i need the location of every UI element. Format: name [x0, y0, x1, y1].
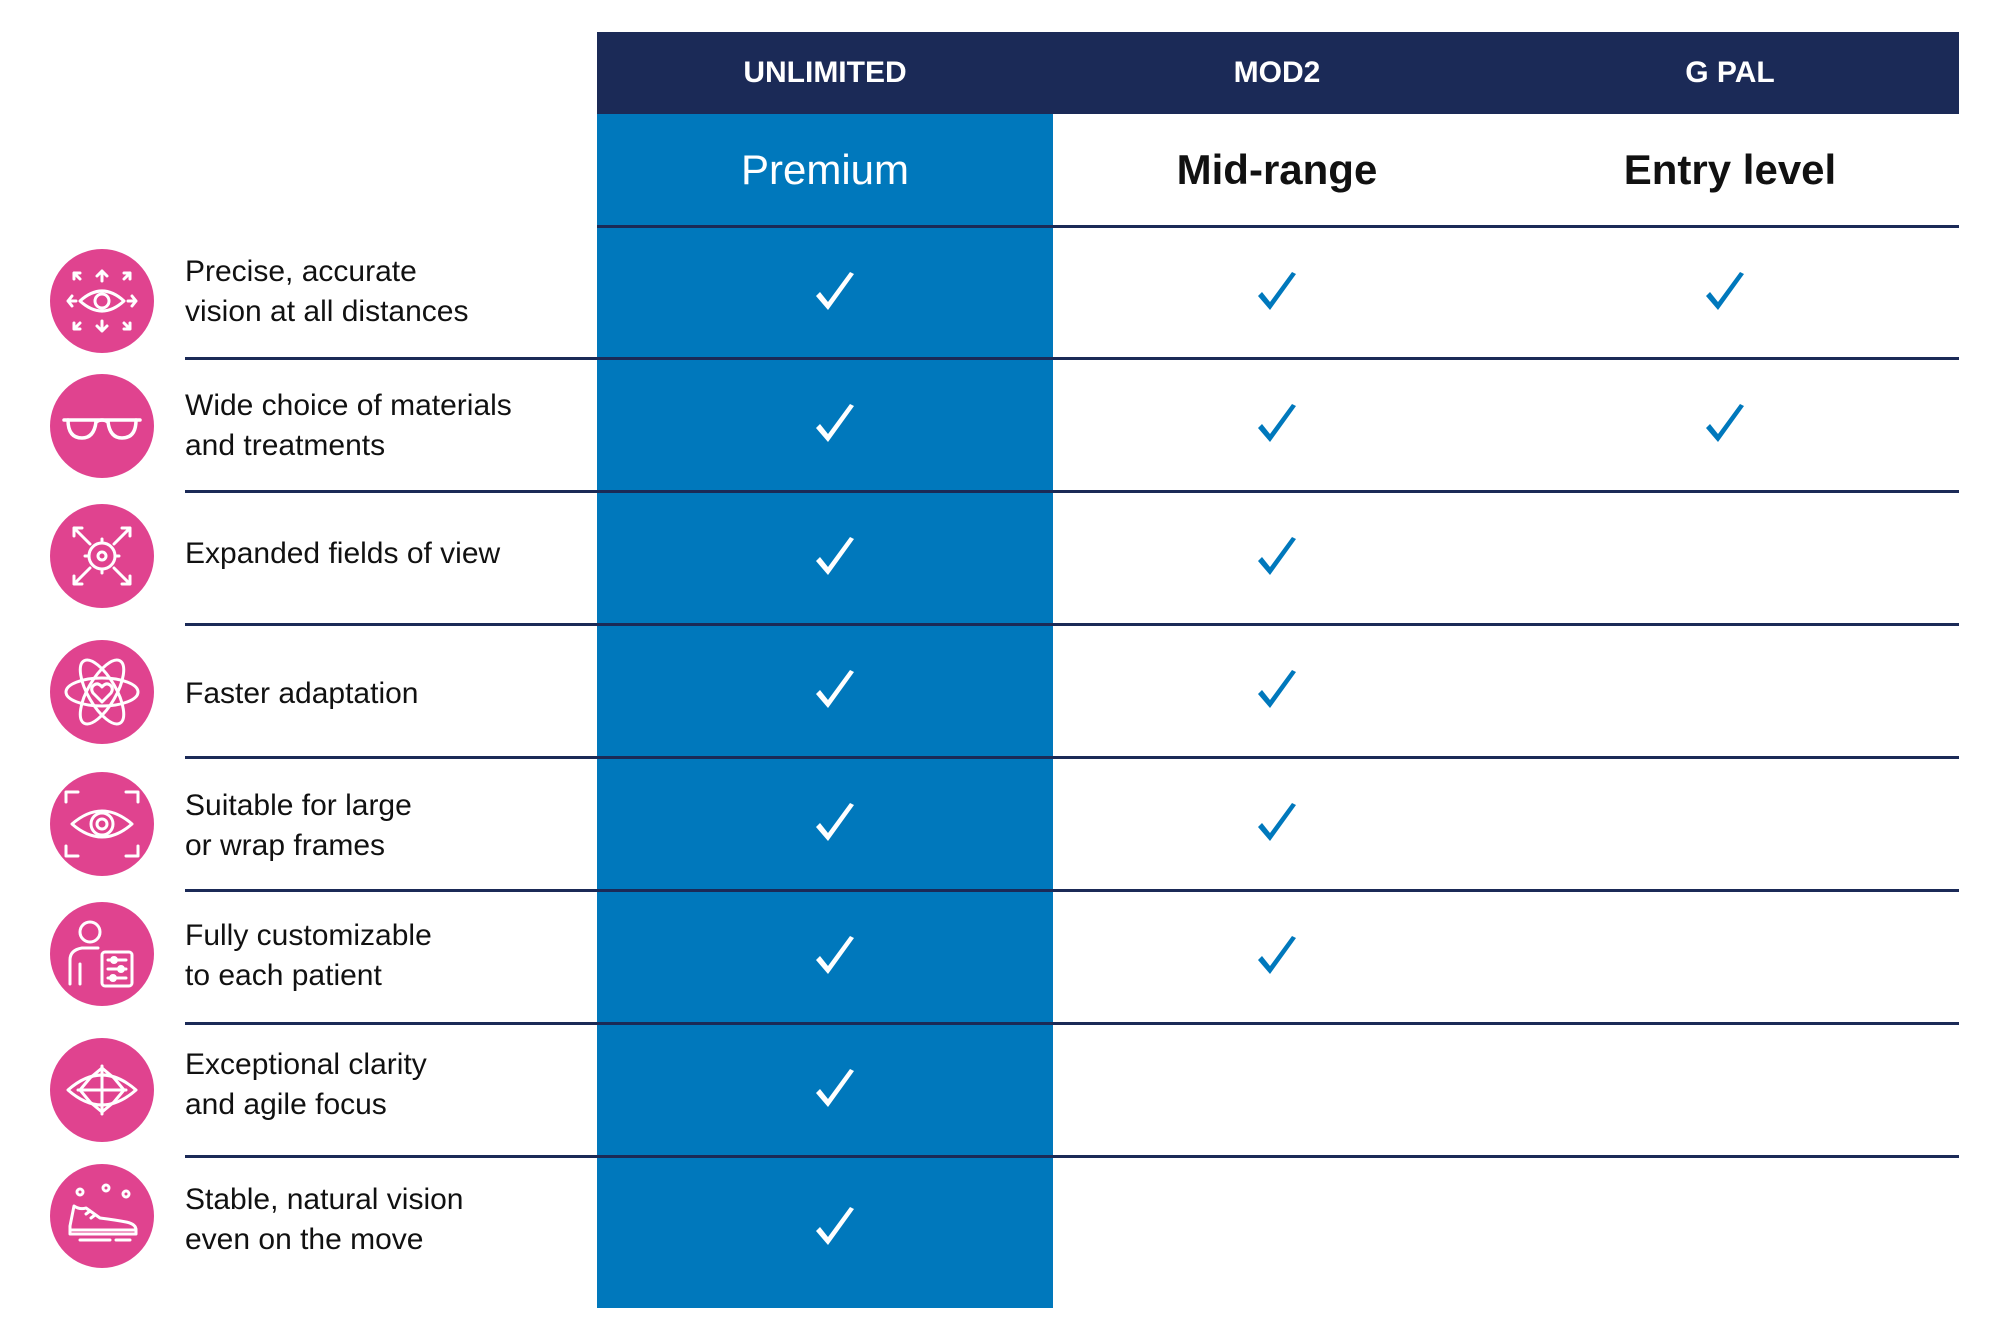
row-divider [185, 756, 1959, 759]
eye-arrows-icon [50, 249, 154, 353]
feature-label: Wide choice of materials and treatments [185, 389, 512, 462]
feature-label: Precise, accurate vision at all distance… [185, 255, 469, 328]
check-icon [816, 1207, 854, 1245]
target-expand-icon [50, 504, 154, 608]
table-header-bar [597, 32, 1959, 114]
check-icon [1706, 272, 1744, 310]
tier-mid-range: Mid-range [1176, 146, 1378, 193]
row-divider [185, 357, 1959, 360]
check-icon [816, 670, 854, 708]
row-divider [185, 1155, 1959, 1158]
check-icon [1706, 404, 1744, 442]
premium-column [597, 114, 1053, 1308]
glasses-icon [50, 374, 154, 478]
tier-entry-level: Entry level [1623, 146, 1837, 193]
row-divider [185, 623, 1959, 626]
check-icon [1258, 936, 1296, 974]
feature-label: Stable, natural vision even on the move [185, 1183, 464, 1256]
row-divider [185, 1022, 1959, 1025]
row-divider [185, 490, 1959, 493]
column-header-gpal: G PAL [1685, 56, 1775, 89]
column-header-unlimited: UNLIMITED [743, 56, 907, 89]
feature-label: Exceptional clarity and agile focus [185, 1048, 427, 1121]
sneaker-icon [50, 1164, 154, 1268]
check-icon [1258, 537, 1296, 575]
check-icon [1258, 404, 1296, 442]
feature-label: Suitable for large or wrap frames [185, 789, 412, 862]
feature-label: Faster adaptation [185, 677, 419, 710]
check-icon [1258, 670, 1296, 708]
check-icon [816, 936, 854, 974]
feature-label: Fully customizable to each patient [185, 919, 432, 992]
eye-focus-icon [50, 1038, 154, 1142]
check-icon [816, 537, 854, 575]
check-icon [816, 404, 854, 442]
check-icon [816, 272, 854, 310]
column-header-mod2: MOD2 [1233, 56, 1321, 89]
check-icon [816, 1069, 854, 1107]
row-divider [185, 889, 1959, 892]
feature-label: Expanded fields of view [185, 537, 501, 570]
person-settings-icon [50, 902, 154, 1006]
check-icon [1258, 803, 1296, 841]
atom-heart-icon [50, 640, 154, 744]
eye-frame-icon [50, 772, 154, 876]
row-divider [597, 225, 1959, 228]
tier-premium: Premium [740, 146, 910, 193]
check-icon [816, 803, 854, 841]
check-icon [1258, 272, 1296, 310]
